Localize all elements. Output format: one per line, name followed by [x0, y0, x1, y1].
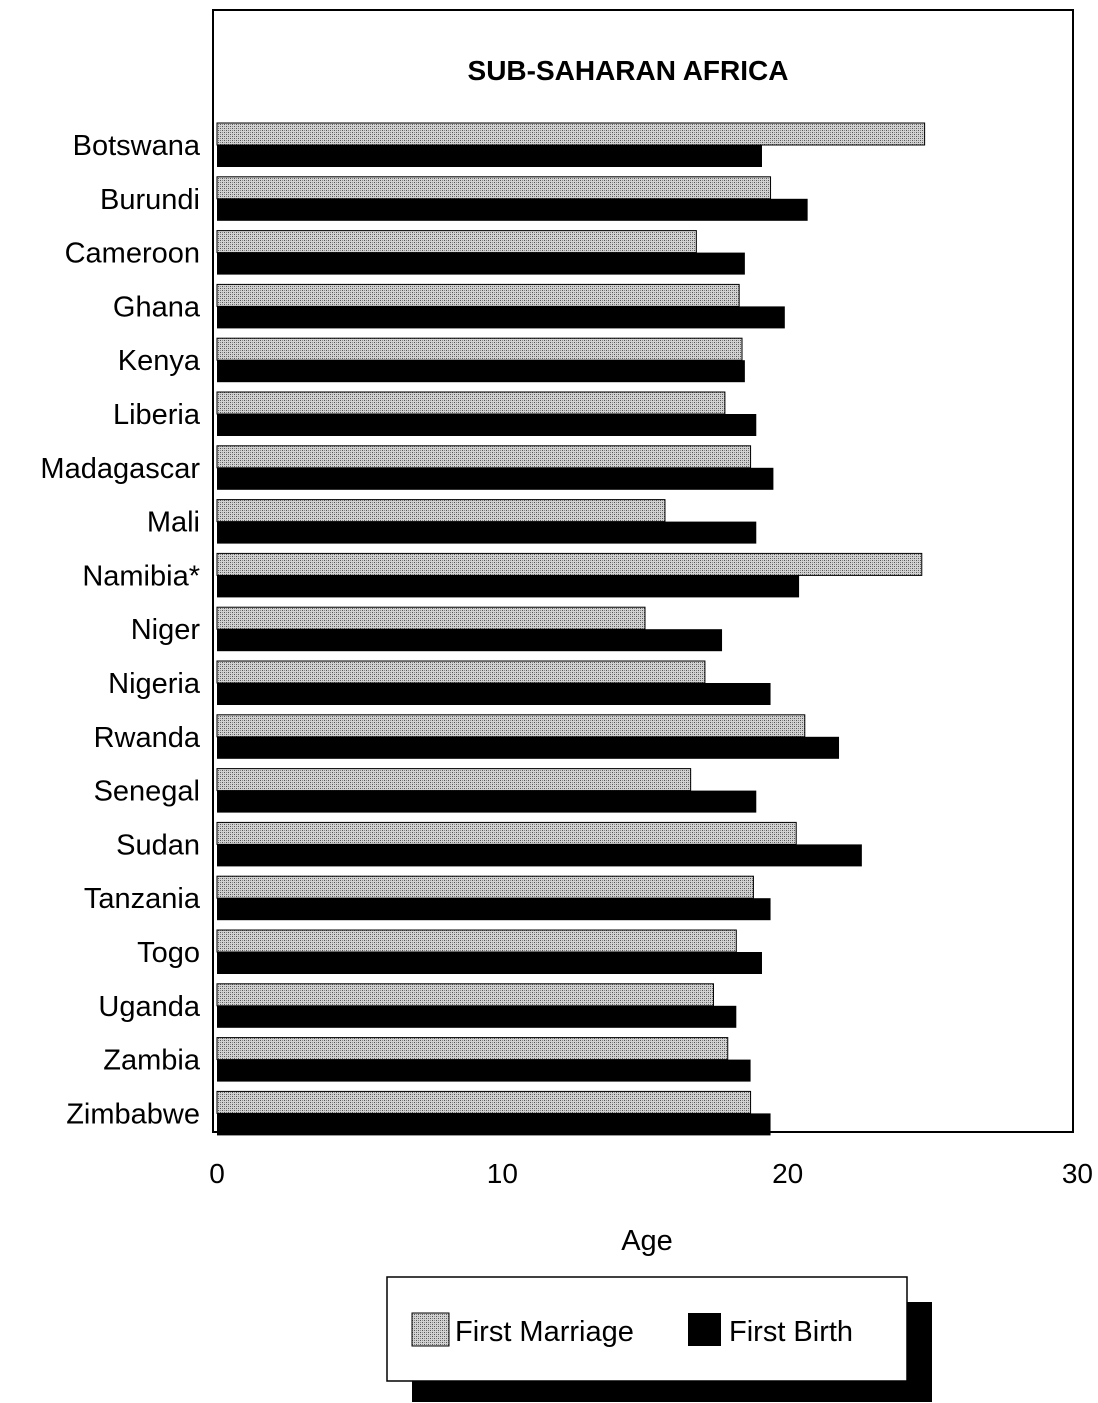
bars-group [216, 122, 926, 1136]
bar-first-birth-namibia [217, 575, 800, 598]
bar-first-marriage-burundi [216, 176, 772, 200]
category-label-botswana: Botswana [73, 130, 201, 162]
category-label-madagascar: Madagascar [40, 453, 200, 485]
category-label-togo: Togo [137, 937, 200, 969]
legend-label-first-marriage: First Marriage [455, 1316, 634, 1348]
bar-first-birth-uganda [217, 1005, 737, 1028]
bar-first-birth-senegal [217, 790, 757, 813]
bar-first-birth-niger [217, 629, 723, 652]
category-labels: Botswana Burundi Cameroon Ghana Kenya Liberia… [40, 130, 200, 1130]
category-label-uganda: Uganda [98, 991, 200, 1023]
bar-first-birth-zimbabwe [217, 1113, 771, 1136]
bar-first-marriage-liberia [216, 391, 726, 415]
bar-first-marriage-namibia [216, 552, 923, 576]
bar-first-marriage-botswana [216, 122, 926, 146]
x-axis-title: Age [621, 1225, 673, 1257]
bar-first-marriage-nigeria [216, 660, 706, 684]
legend: First Marriage First Birth [386, 1276, 932, 1402]
bar-first-marriage-kenya [216, 337, 743, 361]
bar-first-marriage-rwanda [216, 714, 806, 738]
bar-first-marriage-zimbabwe [216, 1090, 752, 1114]
category-label-nigeria: Nigeria [108, 668, 201, 700]
category-label-zambia: Zambia [103, 1045, 201, 1077]
bar-first-birth-togo [217, 952, 762, 974]
category-label-senegal: Senegal [94, 776, 200, 808]
category-label-tanzania: Tanzania [84, 883, 201, 915]
bar-first-birth-nigeria [217, 683, 771, 705]
bar-first-marriage-senegal [216, 768, 692, 792]
bar-first-birth-madagascar [217, 467, 774, 490]
bar-first-marriage-ghana [216, 283, 740, 307]
category-label-zimbabwe: Zimbabwe [66, 1098, 200, 1130]
bar-first-marriage-tanzania [216, 875, 754, 899]
bar-first-birth-kenya [217, 360, 745, 383]
category-label-niger: Niger [131, 614, 201, 646]
x-tick-0: 0 [209, 1158, 225, 1189]
bar-first-marriage-madagascar [216, 445, 752, 469]
bar-first-birth-tanzania [217, 898, 771, 921]
bar-first-marriage-cameroon [216, 230, 697, 254]
bar-first-marriage-zambia [216, 1037, 729, 1061]
x-tick-20: 20 [772, 1158, 803, 1189]
bar-first-marriage-niger [216, 606, 646, 630]
x-tick-30: 30 [1062, 1158, 1093, 1189]
bar-first-birth-sudan [217, 844, 862, 867]
chart-title: SUB-SAHARAN AFRICA [468, 55, 789, 86]
bar-first-birth-rwanda [217, 736, 840, 759]
category-label-kenya: Kenya [118, 345, 201, 377]
legend-swatch-first-birth [688, 1313, 721, 1346]
bar-first-marriage-sudan [216, 821, 797, 845]
x-tick-labels: 0 10 20 30 [209, 1158, 1093, 1189]
bar-first-birth-ghana [217, 306, 785, 329]
category-label-namibia: Namibia* [82, 560, 200, 592]
bar-first-birth-burundi [217, 198, 808, 221]
category-label-burundi: Burundi [100, 184, 200, 216]
bar-first-birth-liberia [217, 414, 757, 436]
legend-label-first-birth: First Birth [729, 1316, 853, 1348]
x-tick-10: 10 [487, 1158, 518, 1189]
category-label-cameroon: Cameroon [65, 238, 200, 270]
bar-first-marriage-togo [216, 929, 737, 953]
category-label-liberia: Liberia [113, 399, 201, 431]
category-label-sudan: Sudan [116, 829, 200, 861]
bar-first-birth-botswana [217, 145, 762, 167]
bar-first-birth-cameroon [217, 252, 745, 275]
legend-swatch-first-marriage [411, 1312, 450, 1347]
bar-first-marriage-uganda [216, 983, 714, 1007]
bar-first-birth-zambia [217, 1059, 751, 1082]
category-label-mali: Mali [147, 507, 200, 539]
bar-first-marriage-mali [216, 499, 666, 523]
legend-box [386, 1276, 908, 1382]
category-label-ghana: Ghana [113, 291, 201, 323]
category-label-rwanda: Rwanda [94, 722, 201, 754]
bar-first-birth-mali [217, 521, 757, 544]
